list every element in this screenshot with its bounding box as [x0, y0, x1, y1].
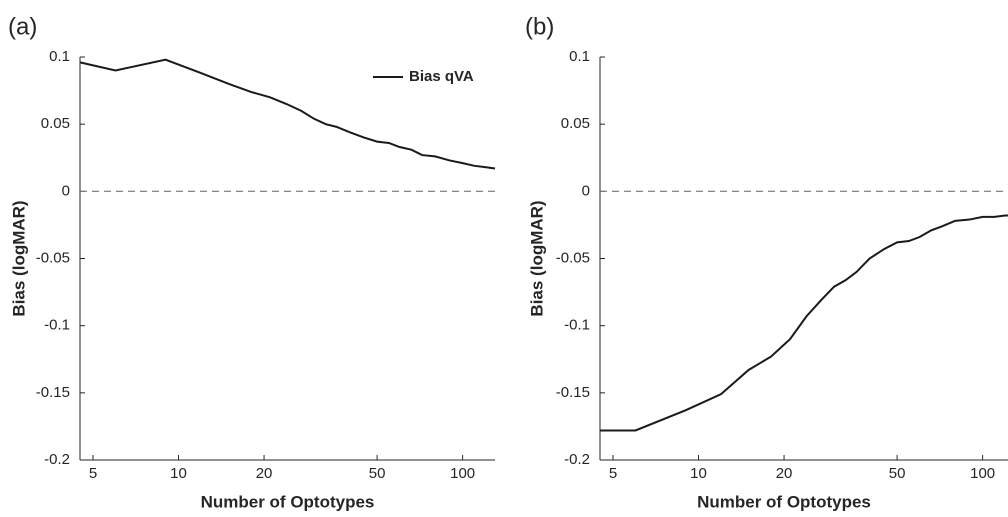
y-tick-label: -0.05 — [36, 249, 70, 266]
x-tick-label: 10 — [170, 465, 187, 482]
y-tick-label: -0.15 — [36, 384, 70, 401]
y-axis-label: Bias (logMAR) — [9, 200, 28, 316]
panel-label: (a) — [8, 13, 37, 40]
y-tick-label: -0.2 — [564, 451, 590, 468]
panel-label: (b) — [525, 13, 554, 40]
y-tick-label: -0.1 — [564, 317, 590, 334]
y-tick-label: 0.1 — [49, 48, 70, 65]
x-axis-label: Number of Optotypes — [697, 492, 871, 511]
line — [79, 58, 496, 170]
y-tick-label: 0 — [62, 182, 70, 199]
y-tick-label: -0.2 — [44, 451, 70, 468]
x-tick-label: 20 — [776, 465, 793, 482]
y-tick-label: 0.05 — [41, 115, 70, 132]
line — [600, 214, 1008, 432]
x-tick-label: 10 — [690, 465, 707, 482]
y-tick-label: -0.1 — [44, 317, 70, 334]
y-tick-label: -0.15 — [556, 384, 590, 401]
x-axis-label: Number of Optotypes — [201, 492, 375, 511]
x-tick-label: 5 — [89, 465, 97, 482]
x-tick-label: 100 — [450, 465, 475, 482]
y-tick-label: 0.1 — [569, 48, 590, 65]
x-tick-label: 100 — [970, 465, 995, 482]
y-axis-label: Bias (logMAR) — [527, 200, 546, 316]
x-tick-label: 50 — [889, 465, 906, 482]
legend-label: Bias qVA — [409, 68, 474, 85]
y-tick-label: -0.05 — [556, 249, 590, 266]
x-tick-label: 20 — [256, 465, 273, 482]
y-tick-label: 0.05 — [561, 115, 590, 132]
x-tick-label: 5 — [609, 465, 617, 482]
y-tick-label: 0 — [582, 182, 590, 199]
x-tick-label: 50 — [369, 465, 386, 482]
